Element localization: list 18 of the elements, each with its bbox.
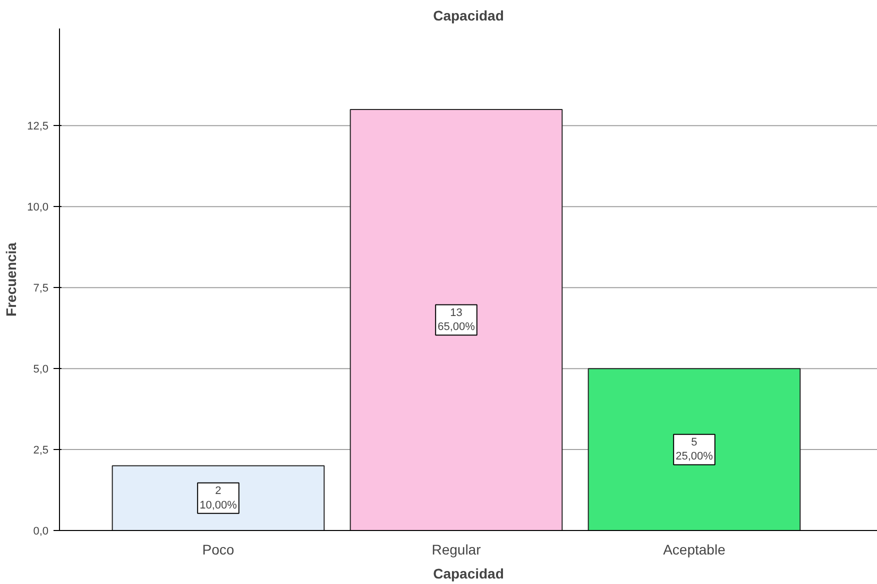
y-tick-label: 5,0 [33,364,49,376]
y-tick-label: 2,5 [33,444,49,457]
y-tick-label: 7,5 [33,282,49,295]
y-tick-label: 0,0 [33,526,49,538]
x-tick-label: Regular [432,542,482,558]
data-label: 13 65,00% [438,306,476,334]
data-label: 2 10,00% [200,484,238,512]
bar [350,108,563,530]
data-label: 5 25,00% [676,436,714,463]
x-axis-title: Capacidad [433,566,504,582]
y-axis-title: Frecuencia [3,242,20,316]
chart-title: Capacidad [433,8,504,24]
bar [588,368,801,530]
y-tick-label: 12,5 [27,120,49,133]
bar [112,465,325,530]
x-tick-label: Poco [202,542,234,558]
y-tick-label: 10,0 [27,202,49,214]
x-tick-label: Aceptable [663,542,726,558]
